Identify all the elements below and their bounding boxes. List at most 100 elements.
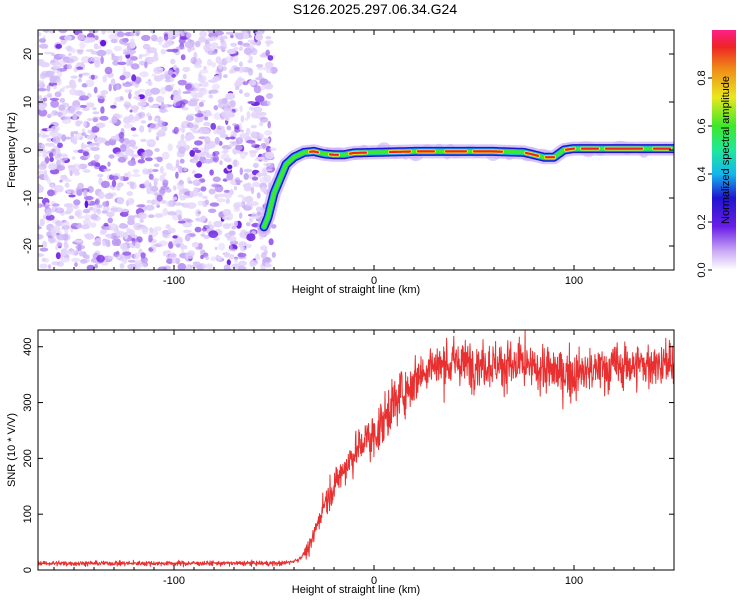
noise-speckle [257, 172, 262, 178]
noise-speckle [148, 105, 158, 109]
noise-speckle [134, 90, 141, 97]
noise-speckle [76, 111, 83, 115]
y-tick-label: 100 [22, 505, 34, 523]
noise-speckle [139, 54, 148, 57]
noise-speckle [64, 182, 70, 188]
noise-speckle [119, 75, 126, 81]
noise-speckle [233, 55, 239, 63]
noise-speckle [98, 191, 105, 200]
noise-speckle [130, 63, 140, 70]
noise-speckle [177, 220, 186, 224]
noise-speckle [262, 172, 267, 177]
x-tick-label: -100 [163, 275, 185, 287]
noise-speckle [76, 62, 81, 67]
noise-speckle [49, 75, 55, 84]
noise-speckle [110, 105, 117, 109]
noise-speckle [42, 97, 48, 102]
noise-speckle [119, 96, 124, 101]
noise-speckle [243, 186, 252, 192]
noise-speckle [226, 172, 234, 181]
noise-speckle [87, 161, 95, 167]
noise-speckle [255, 206, 263, 213]
noise-speckle [70, 48, 76, 54]
noise-speckle [210, 183, 221, 188]
noise-speckle [187, 46, 192, 53]
noise-speckle [262, 66, 272, 71]
noise-speckle [51, 231, 57, 238]
noise-speckle [151, 169, 159, 172]
noise-speckle [79, 259, 88, 264]
noise-speckle [72, 156, 76, 160]
noise-speckle [239, 46, 243, 51]
noise-speckle [225, 92, 236, 100]
noise-speckle [212, 176, 221, 183]
noise-speckle [198, 72, 202, 78]
noise-speckle [180, 33, 185, 37]
noise-speckle [128, 92, 132, 100]
noise-speckle [38, 95, 43, 100]
y-tick-label: 300 [22, 393, 34, 411]
noise-speckle [198, 242, 203, 250]
noise-speckle [185, 136, 191, 142]
signal-track [257, 140, 674, 237]
noise-speckle [194, 40, 201, 48]
noise-speckle [207, 30, 216, 34]
noise-speckle [130, 56, 138, 61]
noise-speckle [83, 189, 88, 197]
noise-speckle [139, 219, 144, 223]
noise-speckle [146, 199, 152, 204]
noise-speckle [111, 53, 115, 58]
noise-speckle [66, 205, 74, 214]
noise-speckle [248, 106, 256, 111]
chart-title: S126.2025.297.06.34.G24 [293, 1, 457, 17]
noise-speckle [186, 202, 197, 209]
noise-speckle [110, 78, 116, 86]
noise-speckle [58, 30, 68, 34]
noise-speckle [162, 250, 167, 257]
track-hot-red [564, 147, 576, 151]
noise-speckle [229, 189, 234, 196]
noise-speckle [119, 176, 124, 181]
noise-speckle [84, 223, 89, 228]
noise-speckle [92, 241, 102, 247]
noise-speckle [111, 179, 117, 188]
noise-speckle [234, 257, 238, 264]
noise-speckle [249, 261, 257, 267]
noise-speckle [175, 171, 179, 179]
noise-speckle [223, 74, 228, 78]
noise-speckle [171, 258, 177, 264]
noise-speckle [162, 172, 167, 177]
noise-speckle [197, 200, 203, 206]
noise-speckle [165, 224, 171, 229]
noise-speckle [208, 188, 216, 195]
noise-speckle [75, 244, 86, 250]
noise-speckle [192, 159, 199, 164]
noise-speckle [50, 99, 59, 108]
noise-speckle [256, 40, 262, 46]
noise-speckle [266, 145, 272, 154]
noise-speckle [235, 137, 243, 145]
noise-speckle [45, 202, 49, 206]
noise-speckle [96, 94, 106, 100]
noise-speckle [225, 233, 232, 239]
noise-speckle [111, 186, 116, 191]
noise-speckle [150, 244, 157, 250]
noise-speckle [259, 121, 264, 127]
colorbar-tick-label: 0.0 [696, 262, 708, 277]
noise-speckle [100, 90, 109, 95]
noise-speckle [137, 212, 148, 220]
noise-speckle [199, 30, 208, 38]
noise-speckle [177, 183, 185, 191]
noise-speckle [192, 179, 201, 186]
noise-speckle [235, 179, 243, 183]
noise-speckle [145, 80, 152, 84]
noise-speckle [154, 148, 160, 152]
noise-speckle [237, 252, 247, 258]
noise-speckle [204, 199, 209, 206]
noise-speckle [229, 236, 237, 242]
noise-speckle [38, 170, 45, 175]
noise-speckle [222, 216, 226, 220]
noise-speckle [150, 87, 161, 95]
noise-speckle [73, 130, 79, 135]
noise-speckle [39, 247, 49, 252]
